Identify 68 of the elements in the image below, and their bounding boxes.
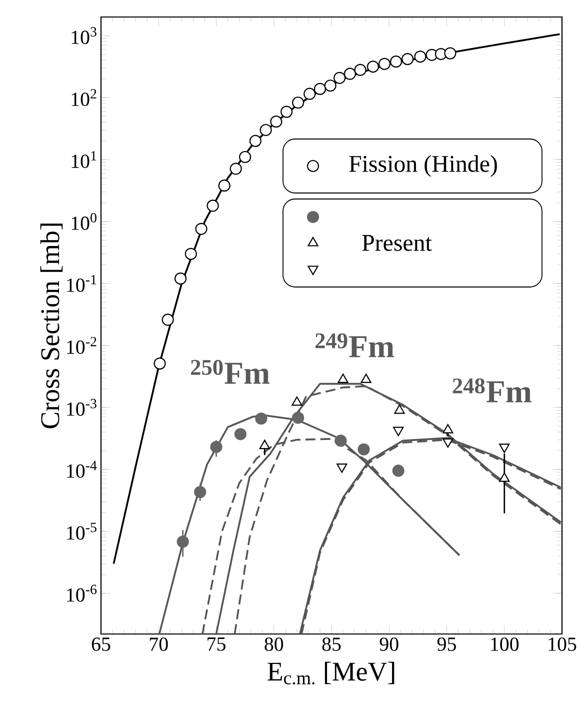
point xyxy=(184,248,197,260)
point xyxy=(344,68,356,80)
point xyxy=(218,180,230,192)
point xyxy=(176,536,189,548)
point xyxy=(234,428,247,440)
x-tick-label: 95 xyxy=(437,638,456,651)
y-tick-label: 10$^{2}$ xyxy=(72,89,96,106)
y-tick-label: 10$^{0}$ xyxy=(72,213,96,230)
point xyxy=(414,50,426,63)
y-tick-label: 10$^{-6}$ xyxy=(67,584,97,602)
y-axis-title: Cross Section [mb] xyxy=(40,224,63,428)
point xyxy=(324,80,336,92)
point xyxy=(442,424,454,434)
point xyxy=(402,53,414,66)
x-tick-label: 85 xyxy=(322,638,341,651)
y-tick-label: 10$^{-5}$ xyxy=(67,522,96,540)
point xyxy=(392,464,404,477)
y-tick-label: 10$^{-3}$ xyxy=(67,398,96,416)
legend-label: Present xyxy=(362,235,432,251)
point xyxy=(314,82,326,95)
point xyxy=(334,72,346,84)
point xyxy=(162,314,174,326)
point xyxy=(206,200,219,212)
point xyxy=(292,96,304,109)
point xyxy=(249,134,262,147)
point xyxy=(366,60,380,73)
point xyxy=(210,440,222,453)
point xyxy=(334,434,347,447)
point xyxy=(239,150,252,164)
point xyxy=(444,47,456,60)
point xyxy=(390,56,402,68)
x-axis-title: E$_{c.m.}$ [MeV] xyxy=(268,662,394,684)
point xyxy=(154,358,166,370)
point xyxy=(292,412,304,424)
point xyxy=(194,486,206,498)
annotation: $^{249}$Fm xyxy=(315,333,394,358)
x-tick-label: 100 xyxy=(491,638,519,651)
point xyxy=(255,412,268,425)
legend-label: Fission (Hinde) xyxy=(349,155,497,177)
point xyxy=(270,116,282,128)
annotation: $^{248}$Fm xyxy=(452,378,532,402)
x-tick-label: 65 xyxy=(92,638,110,651)
point xyxy=(260,124,272,136)
y-tick-label: 10$^{3}$ xyxy=(72,27,96,44)
point xyxy=(360,374,372,383)
y-tick-label: 10$^{-4}$ xyxy=(67,460,97,478)
point xyxy=(378,58,391,70)
point xyxy=(499,472,510,482)
y-tick-label: 10$^{1}$ xyxy=(72,151,96,168)
y-tick-label: 10$^{-2}$ xyxy=(67,336,96,354)
y-tick-label: 10$^{-1}$ xyxy=(67,275,96,292)
point xyxy=(358,443,370,456)
point xyxy=(304,88,316,100)
x-tick-label: 90 xyxy=(380,638,398,651)
point xyxy=(280,106,293,118)
point xyxy=(195,222,208,235)
x-tick-label: 105 xyxy=(548,638,576,651)
point xyxy=(174,272,187,285)
point xyxy=(230,162,242,175)
annotation: $^{250}$Fm xyxy=(191,360,270,384)
x-tick-label: 80 xyxy=(264,638,284,651)
point xyxy=(292,396,302,406)
point xyxy=(354,64,366,76)
point xyxy=(259,440,270,450)
x-tick-label: 75 xyxy=(208,638,226,651)
x-tick-label: 70 xyxy=(150,638,168,651)
point xyxy=(394,404,405,414)
point xyxy=(338,374,348,383)
